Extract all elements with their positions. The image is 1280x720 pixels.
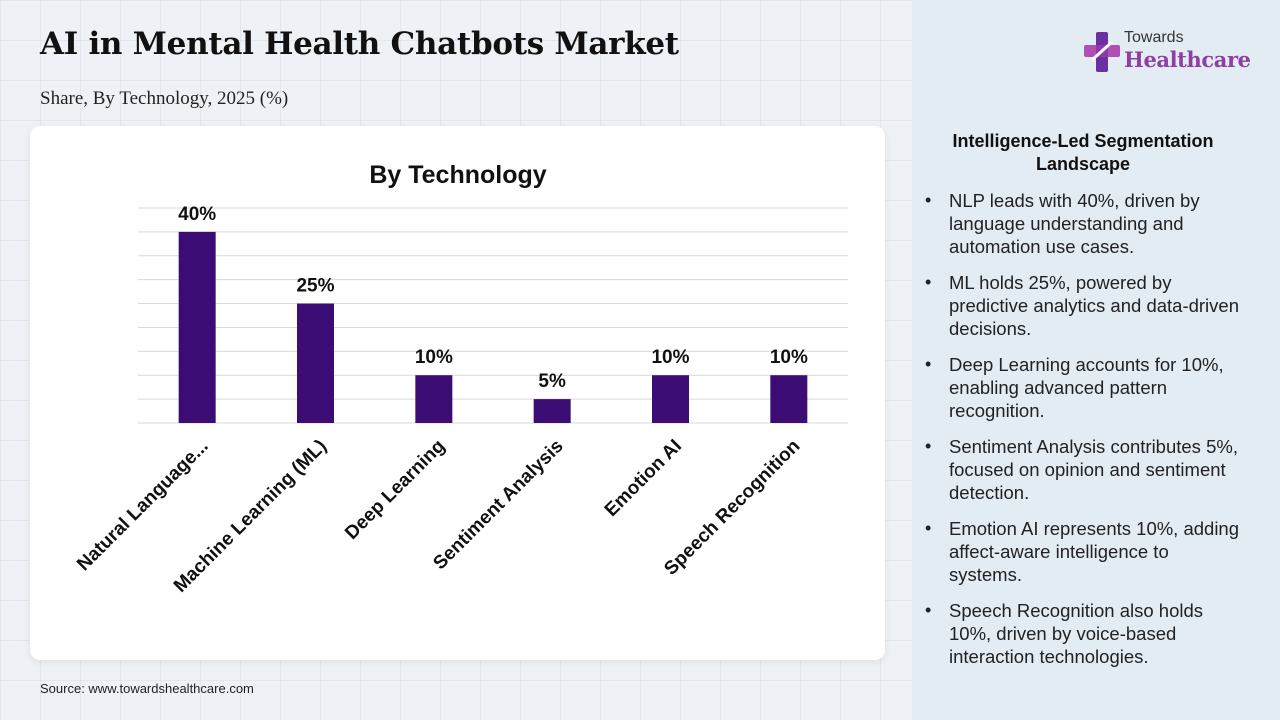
logo-text-healthcare: Healthcare	[1124, 47, 1251, 72]
data-label: 10%	[651, 347, 689, 368]
x-tick-label: Natural Language...	[73, 436, 213, 576]
chart-gridlines	[138, 207, 848, 424]
data-label: 40%	[178, 204, 216, 225]
insight-item: Speech Recognition also holds 10%, drive…	[925, 599, 1245, 668]
page-title: AI in Mental Health Chatbots Market	[40, 26, 679, 62]
insight-item: NLP leads with 40%, driven by language u…	[925, 189, 1245, 258]
chart-bars	[178, 231, 808, 423]
chart-title: By Technology	[369, 161, 546, 189]
insights-heading: Intelligence-Led Segmentation Landscape	[952, 131, 1214, 174]
bar-chart: By Technology 40% 25% 10% 5% 10% 10% Natural …	[73, 161, 848, 597]
data-label: 25%	[296, 276, 334, 297]
data-label: 10%	[415, 347, 453, 368]
data-label: 10%	[770, 347, 808, 368]
bar	[770, 375, 808, 423]
insight-item: Deep Learning accounts for 10%, enabling…	[925, 353, 1245, 422]
x-tick-label: Emotion AI	[601, 436, 686, 521]
source-note: Source: www.towardshealthcare.com	[40, 681, 254, 696]
bar	[178, 231, 216, 423]
bar	[415, 375, 453, 423]
page-subtitle: Share, By Technology, 2025 (%)	[40, 88, 289, 109]
bar	[297, 303, 334, 423]
chart-card: By Technology 40% 25% 10% 5% 10% 10% Natural …	[30, 126, 885, 660]
data-label: 5%	[538, 371, 566, 392]
chart-x-tick-labels: Natural Language...Machine Learning (ML)…	[73, 436, 804, 597]
cross-logo-icon	[1084, 32, 1120, 72]
bar	[652, 375, 689, 423]
insight-item: Sentiment Analysis contributes 5%, focus…	[925, 435, 1245, 504]
insight-item: ML holds 25%, powered by predictive anal…	[925, 271, 1245, 340]
x-tick-label: Speech Recognition	[660, 436, 804, 580]
insight-item: Emotion AI represents 10%, adding affect…	[925, 517, 1245, 586]
brand-logo[interactable]: Towards Healthcare	[1082, 28, 1262, 78]
bar	[533, 399, 571, 423]
x-tick-label: Sentiment Analysis	[429, 436, 567, 574]
x-tick-label: Deep Learning	[341, 436, 449, 544]
insights-list: NLP leads with 40%, driven by language u…	[925, 189, 1245, 681]
chart-data-labels: 40% 25% 10% 5% 10% 10%	[178, 204, 808, 392]
logo-text-towards: Towards	[1124, 29, 1184, 46]
